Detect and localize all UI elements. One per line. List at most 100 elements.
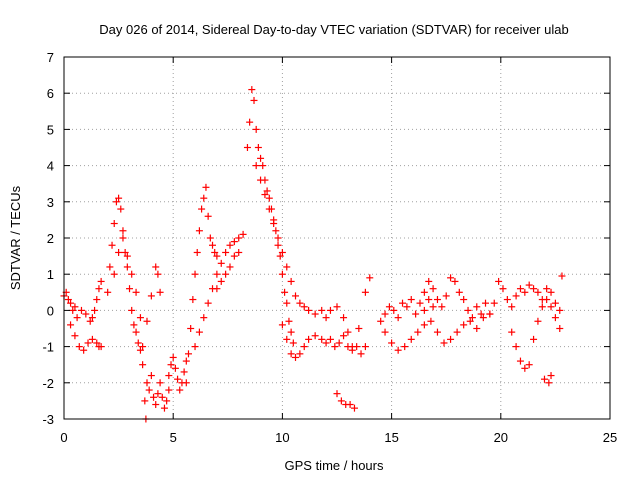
data-point	[141, 397, 149, 405]
y-tick-label: 3	[47, 195, 54, 210]
data-point	[381, 310, 389, 318]
data-point	[547, 303, 555, 311]
x-tick-label: 15	[384, 430, 398, 445]
data-point	[106, 263, 114, 271]
data-point	[530, 335, 538, 343]
chart-title: Day 026 of 2014, Sidereal Day-to-day VTE…	[99, 22, 568, 37]
data-point	[558, 272, 566, 280]
data-point	[516, 357, 524, 365]
data-point	[117, 205, 125, 213]
data-point	[143, 379, 151, 387]
data-point	[154, 390, 162, 398]
data-point	[95, 285, 103, 293]
data-point	[167, 361, 175, 369]
data-point	[477, 310, 485, 318]
data-point	[326, 306, 334, 314]
data-point	[226, 263, 234, 271]
data-point	[88, 314, 96, 322]
data-point	[385, 303, 393, 311]
data-point	[200, 194, 208, 202]
data-point	[71, 332, 79, 340]
data-point	[152, 263, 160, 271]
data-point	[460, 296, 468, 304]
data-point	[69, 306, 77, 314]
data-point	[292, 292, 300, 300]
data-point	[300, 303, 308, 311]
data-point	[182, 379, 190, 387]
data-point	[64, 296, 72, 304]
data-point	[156, 379, 164, 387]
data-point	[165, 386, 173, 394]
data-point	[311, 310, 319, 318]
data-point	[191, 343, 199, 351]
data-point	[213, 285, 221, 293]
data-point	[80, 346, 88, 354]
data-point	[132, 288, 140, 296]
data-point	[252, 162, 260, 170]
data-point	[407, 296, 415, 304]
data-point	[322, 314, 330, 322]
data-point	[180, 368, 188, 376]
data-point	[540, 375, 548, 383]
y-tick-label: -1	[42, 340, 54, 355]
data-point	[427, 317, 435, 325]
data-point	[136, 314, 144, 322]
data-point	[156, 288, 164, 296]
data-point	[414, 328, 422, 336]
data-point	[165, 372, 173, 380]
data-point	[132, 328, 140, 336]
data-point	[318, 335, 326, 343]
data-point	[521, 288, 529, 296]
y-tick-label: 7	[47, 50, 54, 65]
data-point	[206, 234, 214, 242]
data-point	[182, 357, 190, 365]
data-point	[390, 306, 398, 314]
data-point	[543, 285, 551, 293]
data-point	[73, 314, 81, 322]
data-point	[202, 183, 210, 191]
data-point	[420, 288, 428, 296]
data-point	[361, 343, 369, 351]
data-point	[547, 288, 555, 296]
data-point	[128, 270, 136, 278]
data-point	[468, 314, 476, 322]
data-point	[305, 335, 313, 343]
data-point	[189, 296, 197, 304]
data-point	[486, 310, 494, 318]
data-point	[230, 252, 238, 260]
data-point	[222, 270, 230, 278]
data-point	[401, 343, 409, 351]
data-point	[473, 325, 481, 332]
data-point	[75, 343, 83, 351]
data-point	[425, 277, 433, 285]
data-point	[134, 339, 142, 347]
data-point	[337, 397, 345, 405]
data-point	[211, 248, 219, 256]
data-point	[425, 296, 433, 304]
data-point	[311, 332, 319, 340]
data-point	[252, 125, 260, 133]
data-point	[254, 144, 262, 151]
data-point	[139, 343, 147, 351]
y-tick-label: 5	[47, 122, 54, 137]
y-tick-label: 6	[47, 86, 54, 101]
data-point	[556, 306, 564, 314]
data-point	[530, 285, 538, 293]
data-point	[438, 303, 446, 311]
data-point	[119, 234, 127, 242]
data-point	[556, 325, 564, 332]
data-point	[455, 288, 463, 296]
data-point	[150, 393, 158, 401]
x-tick-label: 10	[275, 430, 289, 445]
data-point	[147, 372, 155, 380]
data-point	[289, 339, 297, 347]
data-point	[195, 227, 203, 235]
data-point	[93, 339, 101, 347]
data-point	[348, 346, 356, 354]
data-point	[433, 296, 441, 304]
data-point	[344, 343, 352, 351]
data-point	[278, 248, 286, 256]
data-point	[174, 375, 182, 383]
data-point	[429, 285, 437, 293]
data-point	[152, 401, 160, 409]
